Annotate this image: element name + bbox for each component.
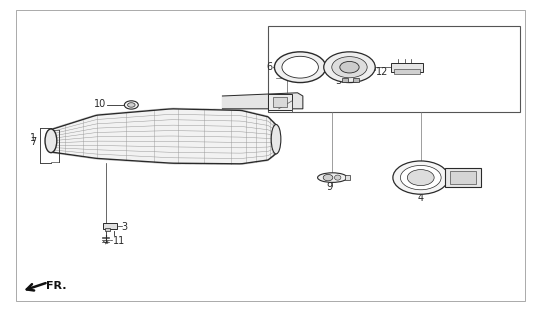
Text: FR.: FR. (46, 281, 66, 291)
Ellipse shape (323, 174, 333, 181)
Ellipse shape (271, 124, 281, 154)
Circle shape (274, 52, 326, 83)
Bar (268, 94, 292, 110)
Bar (450, 171, 476, 184)
Circle shape (124, 101, 138, 109)
Bar (342, 78, 348, 82)
Circle shape (324, 52, 375, 83)
Circle shape (407, 170, 434, 186)
Text: 11: 11 (113, 236, 125, 246)
Circle shape (400, 165, 441, 190)
Text: 6: 6 (266, 62, 272, 72)
Text: 4: 4 (418, 193, 424, 203)
Bar (105, 228, 110, 231)
Bar (273, 97, 287, 107)
Text: 8: 8 (49, 137, 55, 148)
Circle shape (340, 61, 359, 73)
Ellipse shape (317, 173, 347, 182)
Circle shape (282, 56, 318, 78)
Text: 9: 9 (326, 182, 333, 192)
Text: 12: 12 (376, 67, 389, 77)
Text: 10: 10 (94, 99, 106, 109)
Ellipse shape (45, 129, 57, 153)
Ellipse shape (334, 175, 341, 180)
Bar (394, 69, 420, 74)
Text: 7: 7 (30, 137, 36, 148)
Text: 3: 3 (122, 222, 128, 232)
Circle shape (393, 161, 449, 194)
Bar (353, 78, 359, 82)
Circle shape (332, 57, 367, 78)
Circle shape (128, 103, 135, 107)
Polygon shape (51, 109, 276, 164)
Bar (345, 175, 350, 180)
Bar (103, 223, 117, 229)
Bar (268, 26, 520, 112)
Bar (445, 168, 481, 187)
Text: 5: 5 (335, 76, 341, 86)
Bar (391, 63, 423, 72)
Text: 2: 2 (49, 132, 55, 143)
Text: 1: 1 (31, 132, 36, 143)
Polygon shape (222, 93, 303, 109)
